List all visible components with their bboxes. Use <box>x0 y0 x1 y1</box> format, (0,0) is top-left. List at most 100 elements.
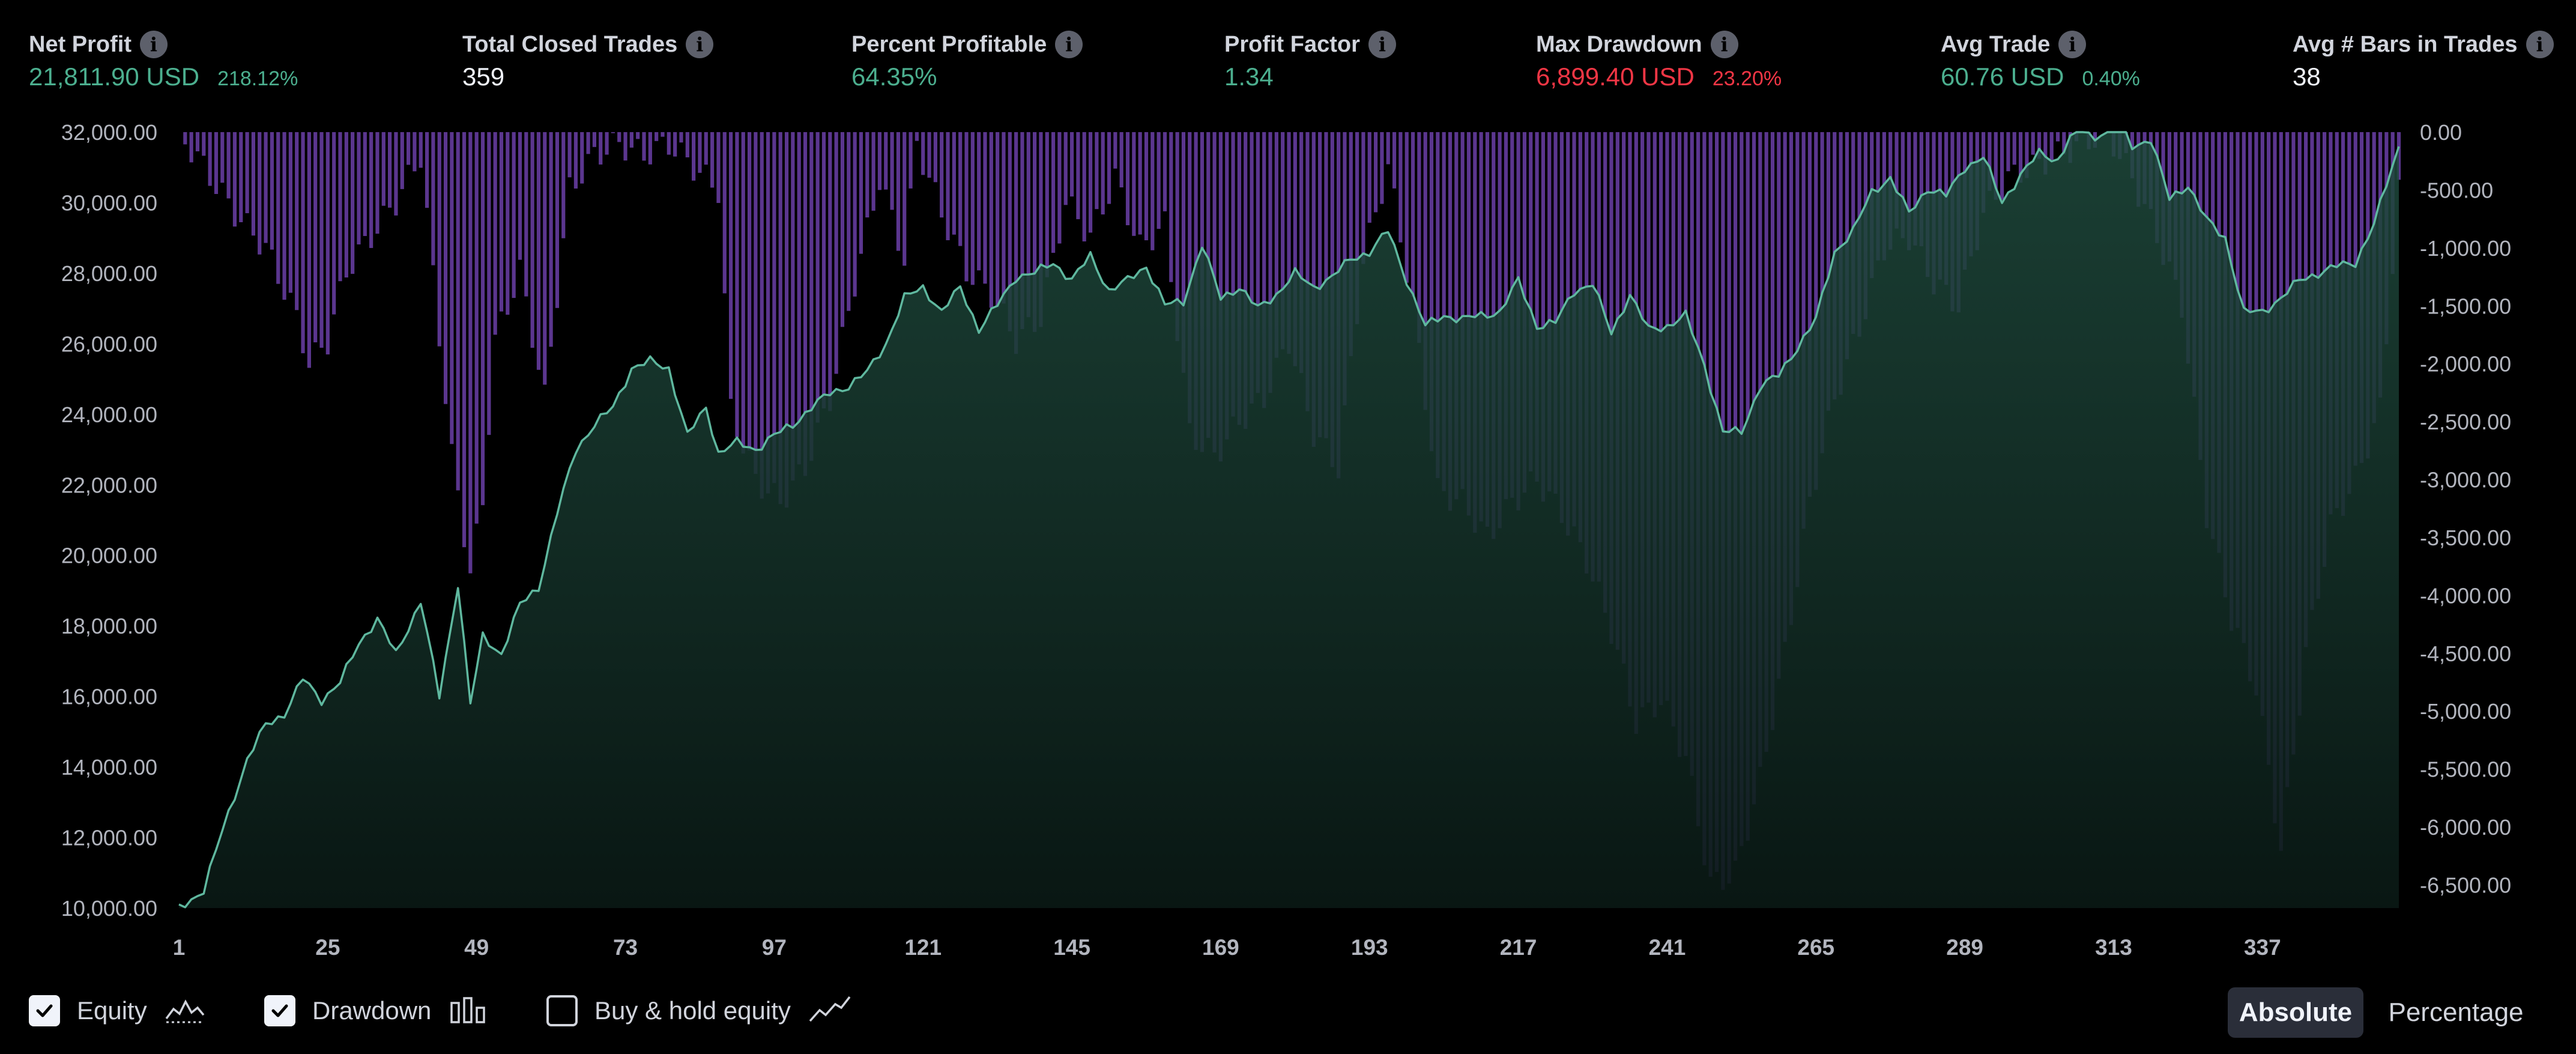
info-icon[interactable]: i <box>686 31 714 58</box>
drawdown-bar <box>2043 132 2048 175</box>
drawdown-bar <box>840 132 845 327</box>
drawdown-bar <box>567 132 572 178</box>
drawdown-bar <box>865 132 869 218</box>
info-icon[interactable]: i <box>1368 31 1396 58</box>
drawdown-bar <box>766 132 770 494</box>
drawdown-bar <box>605 132 609 155</box>
drawdown-bar <box>722 132 727 294</box>
drawdown-bar <box>1095 132 1099 210</box>
stat-value: 1.34 <box>1224 62 1274 91</box>
absolute-toggle[interactable]: Absolute <box>2228 987 2363 1038</box>
drawdown-bar <box>2006 132 2010 172</box>
stat-title: Avg Trade <box>1941 31 2051 57</box>
drawdown-bar <box>1188 132 1192 423</box>
equity-drawdown-chart[interactable]: 32,000.00 30,000.00 28,000.00 26,000.00 24,0… <box>0 120 2576 985</box>
info-icon[interactable]: i <box>2526 31 2554 58</box>
drawdown-bar <box>655 132 659 141</box>
drawdown-bar <box>1107 132 1111 204</box>
drawdown-bar <box>940 132 944 218</box>
drawdown-bar <box>456 132 460 491</box>
drawdown-bar <box>573 132 578 189</box>
stat-profit-factor: Profit Factor i 1.34 <box>1224 26 1396 104</box>
drawdown-bar <box>499 132 504 312</box>
equity-line <box>178 131 2400 909</box>
drawdown-bar <box>1033 132 1037 332</box>
drawdown-bar <box>970 132 975 285</box>
x-axis-tick: 97 <box>762 935 787 960</box>
drawdown-bar <box>1268 132 1272 393</box>
left-axis-tick: 26,000.00 <box>61 332 157 356</box>
drawdown-bar <box>903 132 907 266</box>
drawdown-bar <box>1460 132 1465 489</box>
equity-checkbox[interactable] <box>29 995 60 1026</box>
percentage-toggle[interactable]: Percentage <box>2388 998 2524 1027</box>
stat-value: 60.76 USD <box>1941 62 2064 91</box>
x-axis-tick: 169 <box>1202 935 1239 960</box>
info-icon[interactable]: i <box>140 31 168 58</box>
drawdown-bar <box>1088 132 1093 233</box>
drawdown-bar <box>419 132 423 168</box>
drawdown-bar <box>834 132 838 374</box>
drawdown-bar <box>400 132 404 189</box>
stat-title: Percent Profitable <box>851 31 1047 57</box>
right-axis-tick: -6,500.00 <box>2420 873 2511 897</box>
stat-title: Max Drawdown <box>1536 31 1702 57</box>
drawdown-bar <box>977 132 981 271</box>
drawdown-bar <box>208 132 212 186</box>
x-axis: 1 25 49 73 97 121 145 169 193 217 241 265 289 313 337 <box>173 935 2281 960</box>
drawdown-bar <box>1442 132 1446 491</box>
right-axis-tick: -4,500.00 <box>2420 641 2511 666</box>
drawdown-bar <box>1541 132 1545 502</box>
drawdown-bar <box>183 132 187 145</box>
drawdown-bar <box>258 132 262 255</box>
drawdown-bar <box>642 132 646 161</box>
left-axis-tick: 18,000.00 <box>61 614 157 638</box>
drawdown-bar <box>735 132 739 437</box>
drawdown-bar <box>474 132 479 524</box>
drawdown-bar <box>710 132 715 188</box>
drawdown-bar <box>661 132 665 137</box>
stat-value: 359 <box>462 62 505 91</box>
drawdown-bar <box>1429 132 1434 452</box>
legend-buyhold[interactable]: Buy & hold equity <box>546 988 852 1034</box>
drawdown-bar <box>555 132 560 308</box>
stat-title: Total Closed Trades <box>462 31 678 57</box>
drawdown-checkbox[interactable] <box>264 995 295 1026</box>
drawdown-bar <box>2025 132 2029 178</box>
stat-value: 64.35% <box>851 62 937 91</box>
drawdown-bar <box>859 132 863 254</box>
drawdown-bar <box>1069 132 1074 197</box>
left-axis-tick: 14,000.00 <box>61 755 157 780</box>
drawdown-bar <box>1169 132 1173 282</box>
stat-title: Net Profit <box>29 31 132 57</box>
drawdown-bar <box>1156 132 1161 229</box>
drawdown-bar <box>214 132 219 195</box>
drawdown-bar <box>282 132 286 300</box>
info-icon[interactable]: i <box>1055 31 1083 58</box>
drawdown-bar <box>871 132 875 211</box>
buyhold-checkbox[interactable] <box>546 995 578 1026</box>
drawdown-bar <box>821 132 826 408</box>
drawdown-bar <box>673 132 677 157</box>
legend-drawdown[interactable]: Drawdown <box>264 988 488 1034</box>
stat-title: Avg # Bars in Trades <box>2293 31 2518 57</box>
right-y-axis: 0.00 -500.00 -1,000.00 -1,500.00 -2,000.00 -2… <box>2420 120 2511 897</box>
x-axis-tick: 25 <box>315 935 340 960</box>
drawdown-bar <box>1436 132 1440 479</box>
drawdown-bar <box>2018 132 2023 183</box>
drawdown-bar <box>2012 132 2016 165</box>
left-axis-tick: 24,000.00 <box>61 402 157 427</box>
drawdown-bars-icon <box>448 995 488 1028</box>
legend-equity[interactable]: Equity <box>29 988 206 1034</box>
drawdown-bar <box>989 132 993 308</box>
drawdown-bar <box>202 132 206 156</box>
drawdown-bar <box>952 132 956 235</box>
drawdown-bar <box>431 132 435 265</box>
left-axis-tick: 16,000.00 <box>61 685 157 709</box>
left-axis-tick: 32,000.00 <box>61 120 157 145</box>
drawdown-bar <box>1547 132 1552 492</box>
right-axis-tick: -3,000.00 <box>2420 468 2511 492</box>
info-icon[interactable]: i <box>1710 31 1738 58</box>
info-icon[interactable]: i <box>2058 31 2087 58</box>
drawdown-bar <box>1392 132 1397 189</box>
